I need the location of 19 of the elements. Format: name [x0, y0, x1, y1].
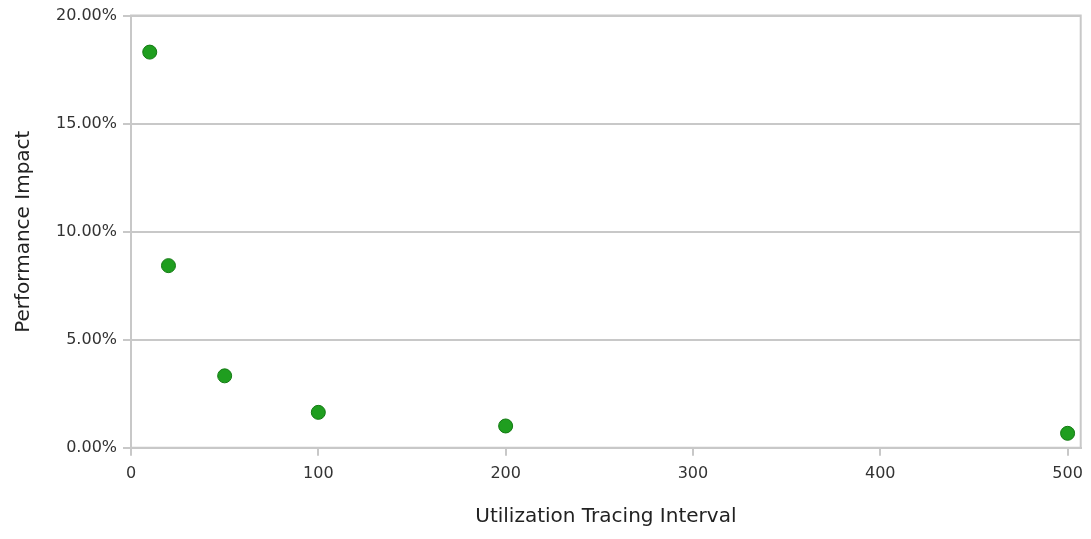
- x-axis-title: Utilization Tracing Interval: [475, 503, 737, 528]
- y-tick-label: 20.00%: [55, 4, 118, 24]
- x-tick-label: 500: [1052, 462, 1083, 482]
- point: [217, 368, 233, 384]
- y-tick-label: 15.00%: [55, 112, 118, 132]
- y-axis-title: Performance Impact: [10, 130, 35, 333]
- point: [142, 44, 158, 60]
- x-tick-label: 200: [490, 462, 521, 482]
- x-tick-label: 400: [865, 462, 896, 482]
- y-tick-label: 5.00%: [66, 328, 118, 348]
- point: [160, 258, 176, 274]
- x-tick-label: 0: [125, 462, 137, 482]
- point: [498, 418, 514, 434]
- y-tick-label: 10.00%: [55, 220, 118, 240]
- y-tick-label: 0.00%: [66, 436, 118, 456]
- point: [1060, 425, 1076, 441]
- x-tick-label: 300: [677, 462, 709, 482]
- point: [310, 404, 326, 420]
- x-tick-label: 100: [303, 462, 334, 482]
